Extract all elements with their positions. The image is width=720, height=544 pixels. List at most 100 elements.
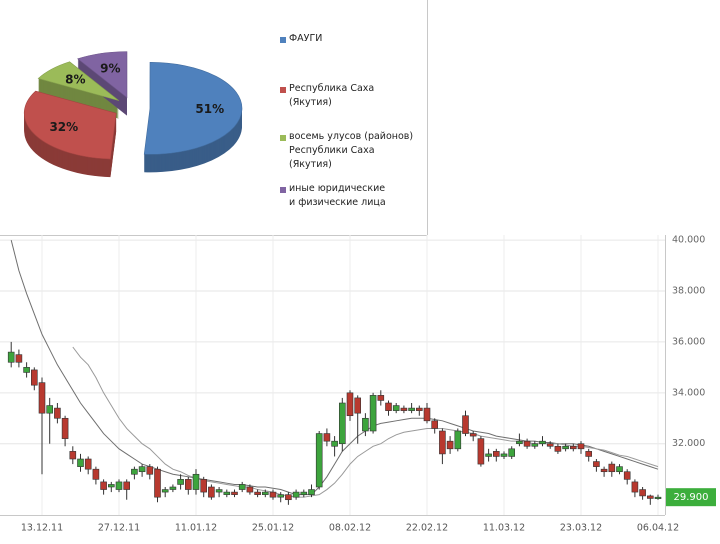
candle-body [69,451,77,460]
candle-body [123,481,130,490]
candle-body [15,354,23,363]
candle-body [315,433,323,488]
candle-body [431,420,439,429]
candle-body [338,402,346,445]
candle-body [30,369,38,386]
candle-body [77,458,84,467]
candle-body [523,440,531,447]
x-tick-label: 25.01.12 [252,523,294,534]
last-price-label: 29.900 [674,492,709,503]
slice-label: 32% [49,120,78,134]
candle-body [623,471,631,480]
legend-label: восемь улусов (районов) Республики Саха … [289,131,414,170]
candle-body [269,491,277,498]
candle-body [177,479,184,485]
candle-body [238,484,246,490]
candle-body [131,468,138,475]
candle-body [516,440,523,445]
candle-body [115,481,123,490]
candle-body [208,486,215,498]
y-tick-label: 36.000 [672,336,705,347]
y-tick-label: 34.000 [672,387,705,398]
candle-body [92,468,100,480]
pie-slice [23,90,117,160]
x-tick-label: 06.04.12 [637,523,679,534]
candle-body [562,445,569,450]
legend-marker [280,135,286,141]
candle-body [215,489,223,493]
candle-body [454,430,462,450]
candle-body [100,481,107,490]
y-tick-label: 38.000 [672,286,705,297]
candle-body [346,392,354,417]
y-tick-label: 40.000 [672,235,705,246]
candle-body [539,440,546,445]
pie-slice [37,61,120,101]
candle-body [408,407,415,411]
candle-body [546,443,554,447]
y-tick-label: 32.000 [672,438,705,449]
candle-body [61,417,69,439]
pie-slice [77,51,128,99]
moving-average-line [72,346,659,498]
candle-body [54,407,61,419]
candle-body [362,417,369,432]
candle-body [285,494,292,501]
x-tick-label: 08.02.12 [329,523,371,534]
candle-body [38,382,46,414]
candle-body [477,438,485,465]
candle-body [192,473,200,490]
slice-label: 51% [195,102,224,116]
candle-body [554,445,562,452]
candle-body [485,453,492,457]
candle-body [7,351,15,363]
candle-body [246,486,254,493]
candle-body [46,405,54,414]
candle-body [616,466,623,473]
slice-label: 9% [100,61,120,75]
candle-body [400,407,408,411]
legend-entry: ФАУГИ [289,33,323,44]
legend-label: иные юридические и физические лица [289,183,386,208]
x-tick-label: 22.02.12 [406,523,448,534]
candle-body [593,461,600,467]
candle-body [585,451,593,457]
candle-body [200,479,207,493]
candle-body [323,433,331,442]
last-price-box [666,488,716,507]
candle-body [385,402,392,411]
legend-marker [280,37,286,43]
candle-body [392,405,400,411]
candle-body [377,395,385,401]
candle-body [492,451,500,457]
legend-entry: восемь улусов (районов) Республики Саха … [289,131,414,170]
legend-entry: иные юридические и физические лица [289,183,386,208]
x-tick-label: 23.03.12 [560,523,602,534]
candle-body [300,491,308,495]
candle-body [608,463,616,473]
candle-body [646,495,654,499]
candle-body [369,395,377,432]
candle-body [577,443,585,450]
candle-body [185,479,192,490]
pie-slice [143,62,243,155]
slice-label: 8% [65,73,85,87]
candle-body [500,453,508,457]
candle-body [169,486,177,490]
candle-body [423,407,431,422]
candle-body [446,440,454,450]
candle-body [508,448,516,457]
x-tick-label: 13.12.11 [21,523,63,534]
legend-marker [280,187,286,193]
legend-marker [280,87,286,93]
candle-body [439,430,446,455]
candle-body [631,481,639,493]
candle-body [23,367,30,373]
candle-body [639,489,646,497]
candle-body [331,440,338,447]
candle-body [308,489,315,495]
legend-label: ФАУГИ [289,33,323,44]
candle-body [138,466,146,473]
x-tick-label: 27.12.11 [98,523,140,534]
